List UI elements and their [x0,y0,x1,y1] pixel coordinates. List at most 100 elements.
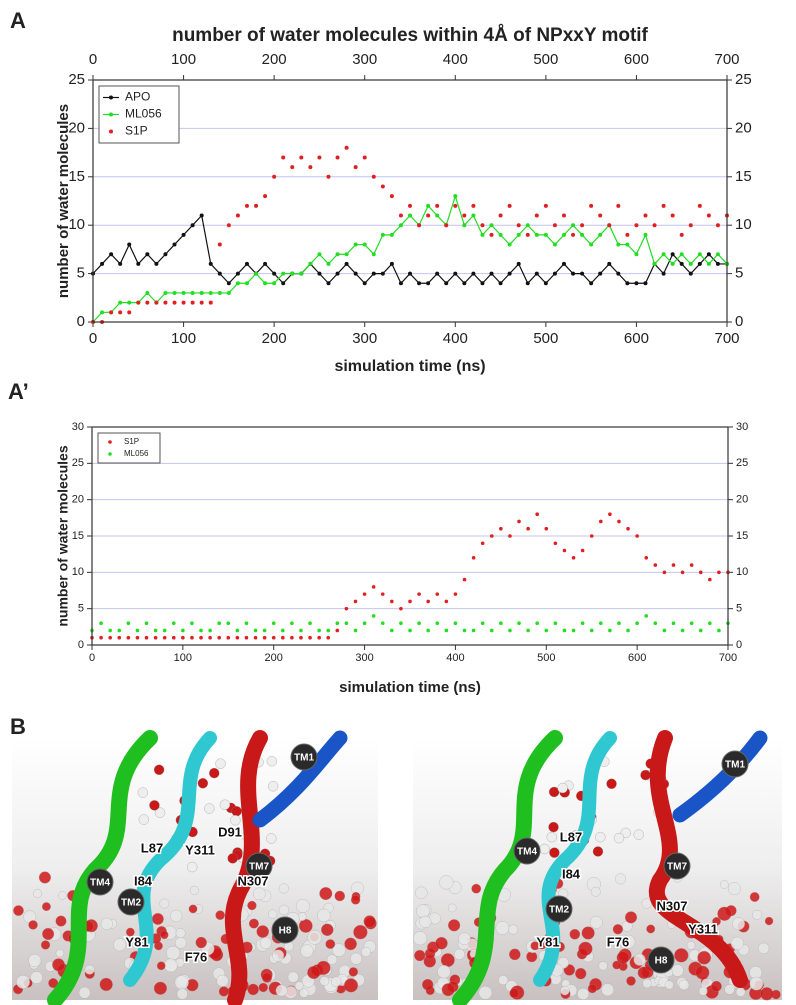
water-atom [219,799,231,810]
water-atom [256,925,270,938]
data-point [326,174,331,179]
data-point [136,261,141,266]
label-badge [663,852,691,880]
data-point [145,300,150,305]
y2-tick-label: 10 [735,216,752,233]
data-point [453,203,458,208]
y-axis-label: number of water molecules [55,104,72,298]
data-point [136,300,141,305]
helix-label: TM4 [517,847,537,858]
water-atom [578,941,593,956]
water-atom [758,942,770,954]
water-atom [248,918,259,929]
data-point [190,300,195,305]
water-atom [84,964,95,975]
water-atom [209,768,220,779]
data-point [353,271,358,276]
x-tick-label: 700 [714,330,739,347]
data-point [408,203,412,208]
data-point [127,242,132,247]
water-atom [268,909,278,919]
data-point [389,194,394,199]
data-point [462,628,467,633]
water-atom [215,910,225,920]
data-point [706,213,711,218]
data-point [680,628,685,633]
data-point [498,213,503,218]
data-point [706,261,711,266]
data-point [552,271,557,276]
data-point [317,252,322,257]
water-atom [626,976,636,986]
water-atom [100,917,113,930]
data-point [480,223,485,228]
water-atom [447,903,457,913]
data-point [679,261,684,266]
data-point [453,592,458,596]
data-point [471,271,476,276]
data-point [480,541,485,546]
data-point [426,281,431,286]
data-point [625,242,630,247]
water-atom [453,948,465,960]
data-point [272,271,277,276]
water-atom [153,764,165,775]
y-tick-label: 15 [68,168,85,185]
data-point [580,223,585,228]
label-badge [245,852,273,880]
water-atom [616,951,630,965]
data-point [608,628,612,633]
data-point [326,281,331,286]
data-point [208,261,213,266]
data-point [217,290,222,295]
data-point [525,223,530,228]
data-point [525,232,530,237]
y2-tick-label: 5 [736,603,742,615]
data-point [290,165,295,170]
data-point [553,621,558,625]
data-point [344,145,349,150]
data-point [653,563,658,567]
data-point [362,281,367,286]
water-atom [137,787,148,798]
data-point [671,621,676,625]
data-point [507,203,512,208]
data-point [199,628,203,633]
data-point [217,635,221,640]
data-point [335,271,340,276]
data-point [462,223,467,228]
water-atom [58,891,67,900]
data-point [507,242,512,247]
data-point [589,203,594,208]
data-point [453,271,458,276]
data-point [426,628,430,633]
data-point [616,203,621,208]
chart: number of water molecules within 4Å of N… [55,25,752,375]
residue-label: Y81 [536,934,559,949]
data-point [308,165,313,170]
helix-label: TM1 [294,753,314,764]
helix [649,730,748,988]
y2-tick-label: 0 [735,313,743,330]
data-point [171,635,176,640]
water-atom [589,915,603,929]
data-point [670,252,675,257]
data-point [144,621,149,625]
x-tick-label: 600 [628,652,646,664]
data-point [253,628,258,633]
data-point [616,271,621,276]
data-point [326,628,331,633]
x-tick-label: 100 [171,330,196,347]
data-point [362,592,367,596]
legend-label: APO [125,90,150,104]
label-badge [271,916,299,944]
x-tick-label: 700 [719,652,737,664]
data-point [153,628,158,633]
y-tick-label: 20 [68,119,85,136]
water-atom [78,986,91,999]
water-atom [560,986,570,996]
water-atom [509,948,521,961]
data-point [117,628,122,633]
helix-label: TM4 [90,878,110,889]
water-atom [319,976,330,986]
